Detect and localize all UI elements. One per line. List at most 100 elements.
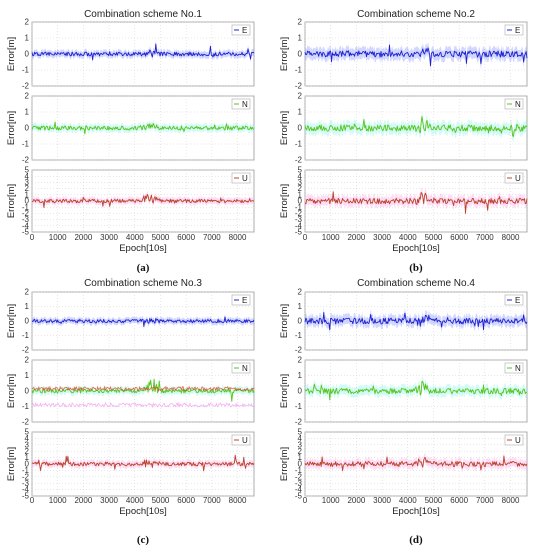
chart-panel-c: Combination scheme No.3210-1-2Error[m]E2… (6, 278, 255, 546)
panel-caption: (b) (409, 262, 423, 274)
y-tick-label: -2 (22, 346, 30, 355)
x-tick-label: 6000 (450, 496, 468, 505)
series-line-N (304, 116, 528, 138)
y-tick-label: 2 (25, 18, 30, 27)
x-tick-label: 5000 (152, 496, 170, 505)
uncertainty-band-N (305, 376, 527, 405)
y-tick-label: 2 (25, 447, 30, 456)
y-tick-label: 1 (298, 34, 303, 43)
x-tick-label: 0 (30, 496, 35, 505)
y-tick-label: 0 (25, 460, 30, 469)
y-tick-label: -1 (295, 402, 303, 411)
legend-label: N (515, 100, 521, 109)
y-tick-label: 2 (298, 184, 303, 193)
x-tick-label: 3000 (100, 496, 118, 505)
legend-label: E (515, 26, 520, 35)
y-tick-label: 1 (25, 34, 30, 43)
legend-box (231, 24, 251, 36)
y-tick-label: -4 (22, 485, 30, 494)
y-tick-label: 4 (298, 434, 303, 443)
legend-label: E (515, 296, 520, 305)
subplot-N: 2 1 0 -1 -2 Error[m] N (6, 356, 255, 427)
x-tick-label: 3000 (373, 496, 391, 505)
y-axis-label: Error[m] (6, 304, 17, 338)
y-tick-label: -4 (22, 221, 30, 230)
x-tick-label: 2000 (347, 496, 365, 505)
panel-title: Combination scheme No.4 (357, 278, 475, 289)
y-tick-label: -1 (22, 402, 30, 411)
y-tick-label: -1 (295, 466, 303, 475)
y-tick-label: -3 (295, 215, 303, 224)
y-tick-label: -1 (22, 203, 30, 212)
x-tick-label: 3000 (100, 233, 118, 242)
y-axis-label: Error[m] (279, 37, 290, 71)
y-tick-label: 2 (25, 356, 30, 365)
y-tick-label: -2 (295, 418, 303, 427)
y-tick-label: -1 (295, 140, 303, 149)
legend-label: U (515, 174, 521, 183)
y-tick-label: 1 (298, 453, 303, 462)
chart-panel-a: Combination scheme No.1210-1-2Error[m]E2… (6, 9, 255, 274)
x-tick-label: 2000 (74, 233, 92, 242)
uncertainty-band-U (32, 191, 254, 211)
subplot-N: 2 1 0 -1 -2 Error[m] N (6, 92, 255, 165)
y-tick-label: 2 (298, 356, 303, 365)
y-tick-label: -2 (295, 346, 303, 355)
y-tick-label: 1 (25, 453, 30, 462)
y-tick-label: 3 (25, 440, 30, 449)
y-tick-label: -4 (295, 485, 303, 494)
y-tick-label: -1 (295, 66, 303, 75)
legend-label: N (515, 364, 521, 373)
y-tick-label: 0 (25, 317, 30, 326)
x-tick-label: 6000 (177, 233, 195, 242)
series-line-N-red (31, 385, 255, 392)
x-tick-label: 8000 (502, 496, 520, 505)
y-tick-label: 4 (298, 172, 303, 181)
panel-title: Combination scheme No.1 (84, 9, 202, 20)
y-tick-label: -5 (22, 228, 30, 237)
x-axis-label: Epoch[10s] (119, 506, 167, 517)
panel-title: Combination scheme No.2 (357, 9, 475, 20)
y-axis-label: Error[m] (279, 304, 290, 338)
x-tick-label: 4000 (399, 233, 417, 242)
y-axis-label: Error[m] (6, 374, 17, 408)
y-axis-label: Error[m] (6, 184, 17, 218)
y-tick-label: 0 (25, 124, 30, 133)
y-tick-label: -1 (22, 331, 30, 340)
legend-label: E (242, 26, 247, 35)
x-tick-label: 5000 (152, 233, 170, 242)
x-tick-label: 7000 (476, 233, 494, 242)
y-tick-label: 2 (298, 92, 303, 101)
y-tick-label: -5 (295, 228, 303, 237)
y-tick-label: 1 (25, 190, 30, 199)
y-tick-label: 0 (298, 50, 303, 59)
y-tick-label: -2 (295, 472, 303, 481)
y-tick-label: -2 (22, 418, 30, 427)
panel-title: Combination scheme No.3 (84, 278, 202, 289)
series-line-N (31, 378, 255, 402)
y-tick-label: 1 (298, 371, 303, 380)
y-tick-label: 1 (25, 371, 30, 380)
legend-box (231, 98, 251, 110)
x-tick-label: 2000 (74, 496, 92, 505)
x-tick-label: 3000 (373, 233, 391, 242)
legend-label: U (515, 436, 521, 445)
subplot-E: 2 1 0 -1 -2 Error[m] E (279, 288, 528, 355)
y-tick-label: 0 (298, 317, 303, 326)
y-axis-label: Error[m] (6, 447, 17, 481)
y-tick-label: -3 (22, 479, 30, 488)
y-tick-label: -4 (295, 221, 303, 230)
x-tick-label: 1000 (322, 233, 340, 242)
x-tick-label: 5000 (425, 496, 443, 505)
subplot-E: 2 1 0 -1 -2 Error[m] E (6, 288, 255, 355)
y-axis-label: Error[m] (279, 184, 290, 218)
series-line-E (31, 316, 255, 328)
y-tick-label: 2 (298, 288, 303, 297)
legend-box (504, 98, 524, 110)
series-line-E (304, 312, 528, 331)
legend-box (231, 362, 251, 374)
